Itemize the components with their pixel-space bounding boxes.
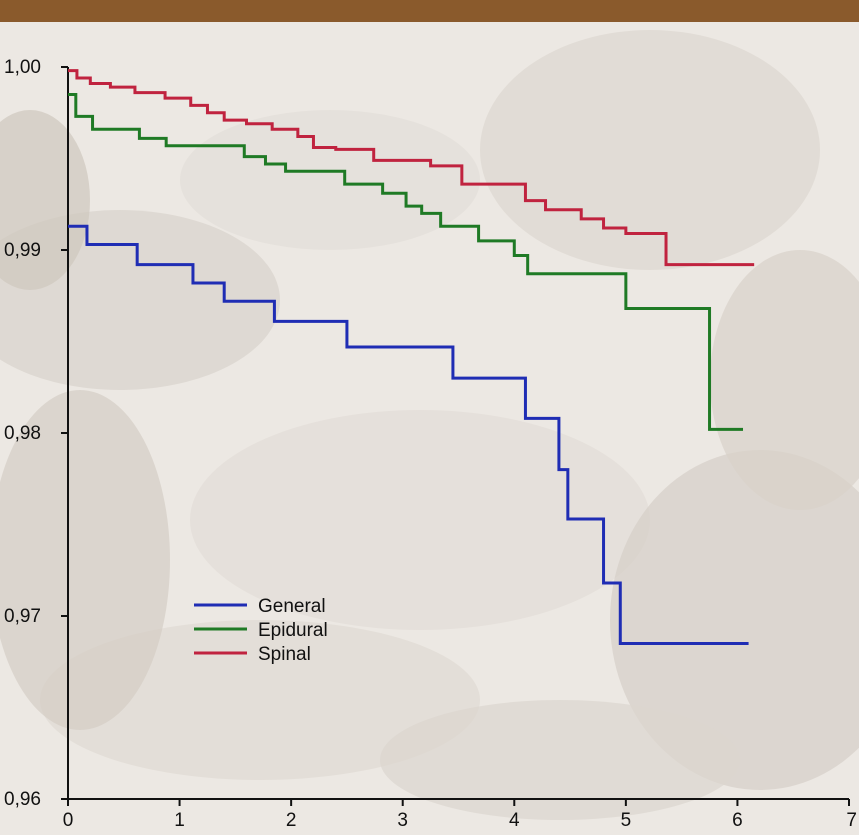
series-line-epidural bbox=[68, 92, 744, 431]
x-tick-label: 0 bbox=[63, 810, 74, 831]
background-shape-4 bbox=[610, 450, 859, 790]
y-tick-label: 0,97 bbox=[4, 606, 41, 627]
background-shape-2 bbox=[190, 410, 650, 630]
background-shape-10 bbox=[710, 250, 859, 510]
legend-label-spinal: Spinal bbox=[258, 644, 311, 665]
x-tick-label: 7 bbox=[846, 810, 857, 831]
x-tick-label: 1 bbox=[174, 810, 185, 831]
x-tick-label: 3 bbox=[397, 810, 408, 831]
legend-label-general: General bbox=[258, 596, 326, 617]
background-shape-7 bbox=[380, 700, 740, 820]
y-tick-label: 0,98 bbox=[4, 423, 41, 444]
legend: General Epidural Spinal bbox=[194, 596, 328, 665]
photo-background bbox=[0, 30, 859, 820]
axes: 0,96 0,97 0,98 0,99 1,00 0 1 2 3 4 5 6 7 bbox=[4, 57, 857, 831]
y-tick-label: 0,99 bbox=[4, 240, 41, 261]
header-bar bbox=[0, 0, 859, 22]
series-line-spinal bbox=[68, 69, 755, 267]
legend-label-epidural: Epidural bbox=[258, 620, 328, 641]
series-line-general bbox=[68, 224, 749, 645]
x-tick-label: 5 bbox=[621, 810, 632, 831]
y-tick-label: 1,00 bbox=[4, 57, 41, 78]
background-shape-6 bbox=[0, 390, 170, 730]
x-tick-label: 6 bbox=[732, 810, 743, 831]
series-lines bbox=[68, 69, 755, 645]
x-tick-label: 4 bbox=[509, 810, 520, 831]
background-shape-8 bbox=[180, 110, 480, 250]
x-tick-label: 2 bbox=[286, 810, 297, 831]
y-tick-label: 0,96 bbox=[4, 789, 41, 810]
